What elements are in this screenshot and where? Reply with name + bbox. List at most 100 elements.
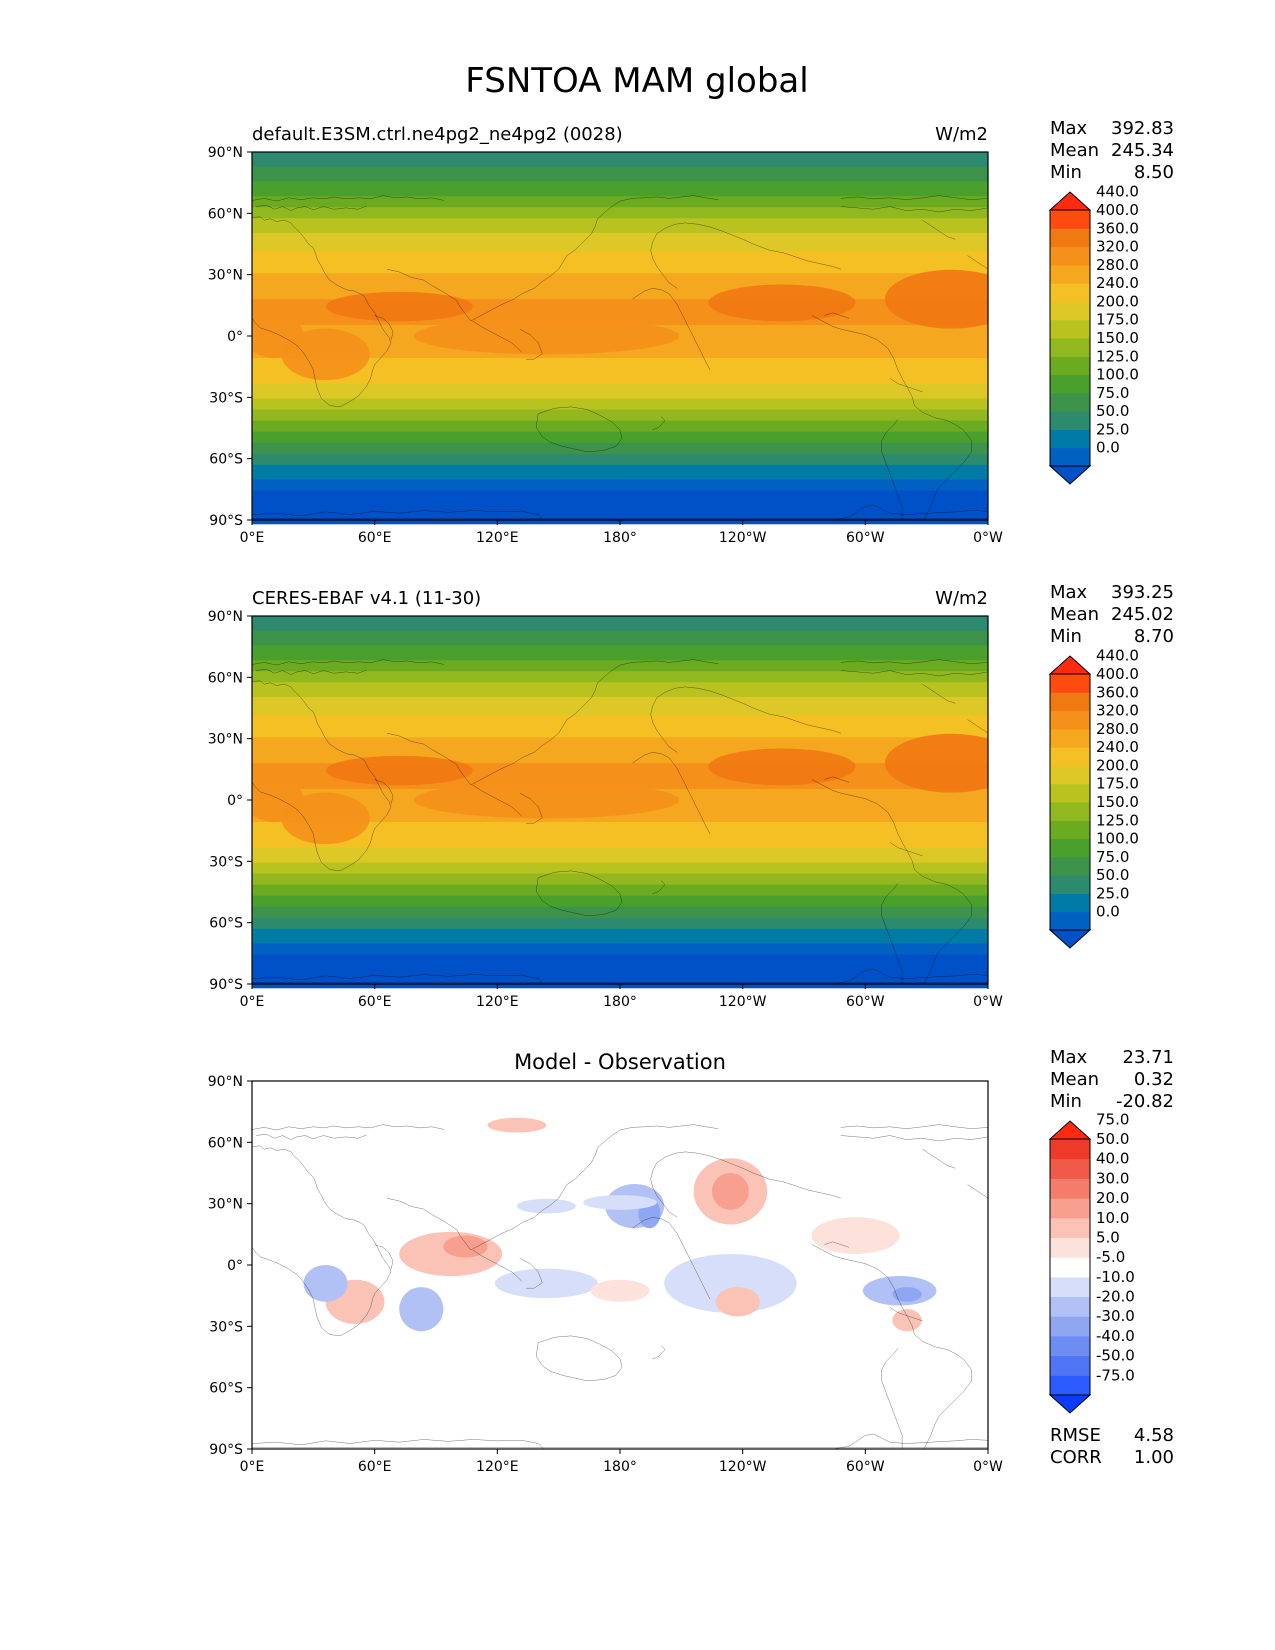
colorbar-label: 25.0 (1096, 420, 1129, 438)
colorbar-label: 50.0 (1096, 1130, 1129, 1148)
colorbar-label: 100.0 (1096, 366, 1139, 384)
colorbar-label: 240.0 (1096, 274, 1139, 292)
stat-value-corr: 1.00 (1134, 1447, 1174, 1468)
field-band (252, 906, 988, 919)
colorbar-swatch (1050, 747, 1090, 766)
field-band (252, 196, 988, 208)
colorbar-label: -50.0 (1096, 1347, 1135, 1365)
stat-label-corr: CORR (1050, 1447, 1102, 1468)
lat-label: 90°S (209, 513, 243, 529)
colorbar-label: 175.0 (1096, 775, 1139, 793)
lat-label: 90°N (208, 1074, 243, 1090)
field-band (252, 383, 988, 400)
field-band (252, 152, 988, 168)
diff-background (252, 1081, 988, 1449)
stat-label-min: Min (1050, 626, 1082, 647)
lat-label: 90°S (209, 977, 243, 993)
colorbar-swatch (1050, 301, 1090, 321)
field-band (252, 409, 988, 422)
colorbar-label: 25.0 (1096, 884, 1129, 902)
lat-label: 0° (227, 329, 243, 345)
colorbar-label: 400.0 (1096, 201, 1139, 219)
colorbar-swatch (1050, 338, 1090, 357)
colorbar-swatch (1050, 392, 1090, 412)
field-band (252, 218, 988, 234)
field-band (252, 166, 988, 182)
lon-label: 120°W (719, 530, 767, 546)
colorbar-label: 150.0 (1096, 329, 1139, 347)
colorbar-label: 40.0 (1096, 1150, 1129, 1168)
map-panel-model: 90°N 60°N 30°N 0° 30°S 60°S 90°S0°E 60°E 120°E 18… (208, 118, 1174, 546)
stat-value-min: 8.70 (1134, 626, 1174, 647)
lon-label: 120°E (476, 994, 519, 1010)
field-band (252, 479, 988, 492)
field-band (252, 847, 988, 864)
colorbar-frame (1049, 209, 1091, 467)
colorbar-swatch (1050, 264, 1090, 284)
lat-label: 30°N (208, 1197, 243, 1213)
colorbar-label: -30.0 (1096, 1307, 1135, 1325)
lon-label: 60°E (358, 994, 392, 1010)
colorbar-swatch (1050, 1198, 1090, 1219)
field-band (252, 398, 988, 411)
diff-anomaly (443, 1235, 488, 1258)
colorbar-label: 20.0 (1096, 1189, 1129, 1207)
colorbar-label: 200.0 (1096, 292, 1139, 310)
field-band (252, 822, 988, 849)
colorbar-swatch (1050, 447, 1090, 467)
field-band (252, 181, 988, 197)
colorbar-swatch (1050, 1158, 1090, 1179)
lat-label: 0° (227, 1258, 243, 1274)
field-band (252, 358, 988, 385)
lon-label: 60°W (846, 1459, 885, 1475)
map-panel-diff: 90°N 60°N 30°N 0° 30°S 60°S 90°S0°E 60°E 120°E 18… (208, 1047, 1174, 1475)
diff-anomaly (811, 1217, 900, 1254)
colorbar-label: 280.0 (1096, 256, 1139, 274)
diff-anomaly (516, 1198, 576, 1214)
colorbar-label: -10.0 (1096, 1268, 1135, 1286)
field-anomaly (413, 317, 679, 355)
stat-value-mean: 245.02 (1111, 604, 1174, 625)
colorbar-label: 175.0 (1096, 311, 1139, 329)
diff-anomaly (712, 1173, 749, 1210)
colorbar-label: 75.0 (1096, 1110, 1129, 1128)
lat-label: 30°S (209, 390, 243, 406)
lon-label: 60°W (846, 994, 885, 1010)
colorbar-label: -75.0 (1096, 1366, 1135, 1384)
colorbar-swatch (1050, 1296, 1090, 1317)
lat-label: 0° (227, 793, 243, 809)
colorbar-label: -20.0 (1096, 1288, 1135, 1306)
field-anomaly (281, 792, 370, 845)
colorbar-label: 360.0 (1096, 219, 1139, 237)
stat-label-max: Max (1050, 582, 1088, 603)
colorbar-swatch (1050, 838, 1090, 858)
stat-value-min: 8.50 (1134, 162, 1174, 183)
lat-label: 60°N (208, 206, 243, 222)
panel-units: W/m2 (935, 124, 988, 145)
colorbar-label: 5.0 (1096, 1229, 1120, 1247)
field-band (252, 954, 988, 989)
field-band (252, 884, 988, 897)
field-anomaly (325, 291, 473, 322)
field-anomaly (281, 328, 370, 381)
field-band (252, 682, 988, 698)
lon-label: 120°E (476, 530, 519, 546)
colorbar-label: 50.0 (1096, 866, 1129, 884)
stat-value-max: 393.25 (1111, 582, 1174, 603)
colorbar-swatch (1050, 710, 1090, 730)
field-band (252, 715, 988, 739)
field-band (252, 928, 988, 945)
colorbar-swatch (1050, 765, 1090, 785)
colorbar-swatch (1050, 674, 1090, 693)
colorbar: 0.025.050.075.0100.0125.0150.0175.0200.0… (1048, 183, 1139, 485)
colorbar-swatch (1050, 356, 1090, 376)
lon-label: 180° (603, 1459, 637, 1475)
stat-label-max: Max (1050, 1047, 1088, 1068)
diff-anomaly (494, 1268, 598, 1299)
lat-label: 30°S (209, 1319, 243, 1335)
lat-label: 60°N (208, 1135, 243, 1151)
panel-title: Model - Observation (514, 1050, 726, 1074)
lon-label: 180° (603, 530, 637, 546)
field-band (252, 251, 988, 275)
field-band (252, 862, 988, 875)
